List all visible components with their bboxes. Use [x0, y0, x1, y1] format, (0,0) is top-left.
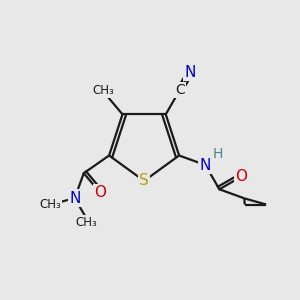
Text: S: S: [139, 173, 149, 188]
Text: H: H: [213, 147, 223, 161]
Text: N: N: [184, 65, 196, 80]
Text: C: C: [175, 83, 184, 97]
Text: N: N: [69, 190, 80, 206]
Text: CH₃: CH₃: [40, 198, 62, 211]
Text: CH₃: CH₃: [75, 216, 97, 229]
Text: CH₃: CH₃: [93, 84, 114, 97]
Text: O: O: [235, 169, 247, 184]
Text: O: O: [94, 185, 106, 200]
Text: N: N: [200, 158, 211, 172]
